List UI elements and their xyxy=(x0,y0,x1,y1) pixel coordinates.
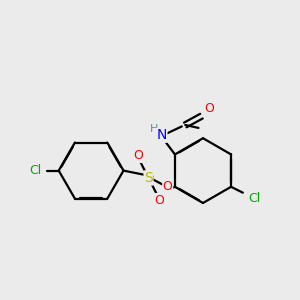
Text: O: O xyxy=(133,149,143,162)
Text: Cl: Cl xyxy=(248,192,261,205)
Text: S: S xyxy=(144,171,153,185)
Text: O: O xyxy=(204,102,214,115)
Text: N: N xyxy=(157,128,167,142)
Text: Cl: Cl xyxy=(29,164,41,177)
Text: O: O xyxy=(163,180,172,193)
Text: H: H xyxy=(150,124,158,134)
Text: O: O xyxy=(154,194,164,207)
